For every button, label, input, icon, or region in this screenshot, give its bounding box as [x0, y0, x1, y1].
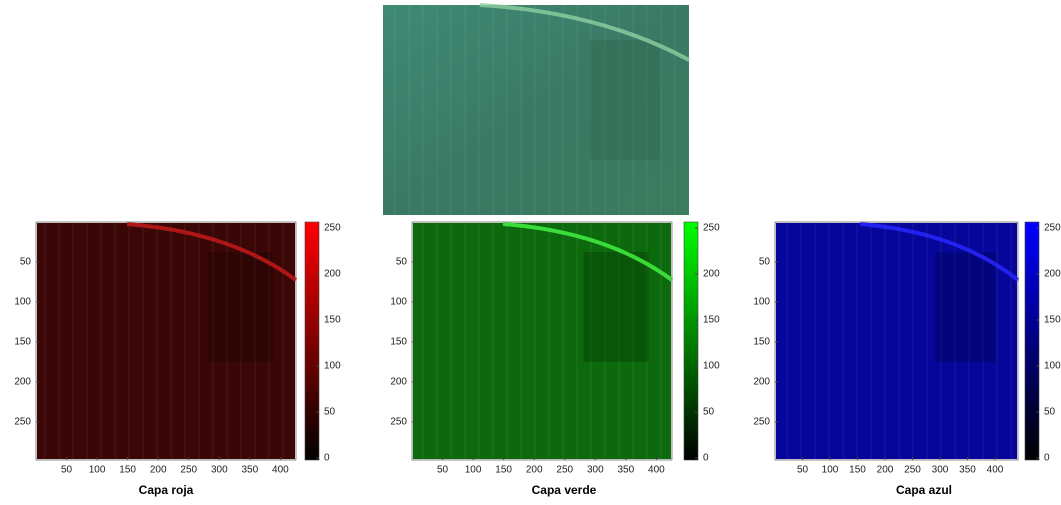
channel-panel: 50 100 150 200 250 300 350 400 50 100 150 200 250 0 50…	[14, 221, 341, 497]
dark-region	[207, 252, 273, 362]
colorbar-tick-label: 100	[324, 361, 341, 372]
x-tick-label: 100	[822, 465, 839, 476]
y-tick-label: 200	[14, 377, 31, 388]
y-tick-label: 50	[20, 257, 32, 268]
x-tick-label: 300	[587, 465, 604, 476]
colorbar-tick-label: 200	[703, 269, 720, 280]
x-tick-label: 50	[797, 465, 809, 476]
colorbar-tick-label: 50	[703, 407, 715, 418]
y-tick-label: 250	[390, 417, 407, 428]
x-tick-label: 400	[272, 465, 289, 476]
image-texture	[37, 223, 295, 459]
y-tick-label: 250	[14, 417, 31, 428]
x-tick-label: 50	[437, 465, 449, 476]
axes-frame	[774, 221, 1019, 461]
colorbar-tick-label: 200	[1044, 269, 1061, 280]
y-tick-label: 200	[390, 377, 407, 388]
x-tick-label: 400	[987, 465, 1004, 476]
x-tick-label: 200	[877, 465, 894, 476]
x-tick-label: 50	[61, 465, 73, 476]
leaf-vein	[859, 222, 1020, 282]
leaf-photo	[383, 3, 690, 215]
x-tick-label: 150	[495, 465, 512, 476]
x-tick-label: 200	[526, 465, 543, 476]
colorbar-tick-label: 100	[703, 361, 720, 372]
colorbar-tick-label: 50	[1044, 407, 1056, 418]
x-tick-label: 350	[618, 465, 635, 476]
colorbar-tick-label: 250	[703, 223, 720, 234]
colorbar	[1024, 221, 1040, 461]
image-texture	[413, 223, 671, 459]
axes-frame	[411, 221, 673, 461]
x-tick-label: 250	[556, 465, 573, 476]
dark-region	[583, 252, 649, 362]
colorbar	[683, 221, 699, 461]
x-tick-label: 350	[242, 465, 259, 476]
panel-title: Capa verde	[532, 483, 597, 497]
colorbar-tick-label: 150	[324, 315, 341, 326]
x-tick-label: 150	[849, 465, 866, 476]
axes-frame	[35, 221, 297, 461]
x-tick-label: 150	[119, 465, 136, 476]
y-tick-label: 150	[753, 337, 770, 348]
x-tick-label: 350	[959, 465, 976, 476]
y-tick-label: 200	[753, 377, 770, 388]
colorbar-tick-label: 150	[1044, 315, 1061, 326]
x-tick-label: 100	[465, 465, 482, 476]
x-tick-label: 100	[89, 465, 106, 476]
colorbar-tick-label: 0	[703, 453, 709, 464]
colorbar-tick-label: 50	[324, 407, 336, 418]
colorbar	[304, 221, 320, 461]
x-tick-label: 400	[648, 465, 665, 476]
colorbar-tick-label: 0	[324, 453, 330, 464]
colorbar-tick-label: 250	[1044, 223, 1061, 234]
colorbar-tick-label: 150	[703, 315, 720, 326]
x-tick-label: 250	[904, 465, 921, 476]
y-tick-label: 100	[753, 297, 770, 308]
y-tick-label: 50	[396, 257, 408, 268]
y-tick-label: 100	[390, 297, 407, 308]
x-tick-label: 250	[180, 465, 197, 476]
y-tick-label: 150	[390, 337, 407, 348]
colorbar-tick-label: 100	[1044, 361, 1061, 372]
y-tick-label: 150	[14, 337, 31, 348]
colorbar-tick-label: 200	[324, 269, 341, 280]
x-tick-label: 300	[211, 465, 228, 476]
y-tick-label: 100	[14, 297, 31, 308]
x-tick-label: 200	[150, 465, 167, 476]
colorbar-tick-label: 0	[1044, 453, 1050, 464]
panel-title: Capa azul	[896, 483, 952, 497]
channel-panel: 50 100 150 200 250 300 350 400 50 100 150 200 250 0 50…	[390, 221, 720, 497]
x-tick-label: 300	[932, 465, 949, 476]
channel-panel: 50 100 150 200 250 300 350 400 50 100 150 200 250 0 50…	[753, 221, 1061, 497]
image-texture	[776, 223, 1017, 459]
dark-region	[935, 252, 997, 362]
leaf-vein	[126, 222, 298, 282]
leaf-vein	[502, 222, 674, 282]
y-tick-label: 250	[753, 417, 770, 428]
y-tick-label: 50	[759, 257, 771, 268]
panel-title: Capa roja	[139, 483, 194, 497]
colorbar-tick-label: 250	[324, 223, 341, 234]
